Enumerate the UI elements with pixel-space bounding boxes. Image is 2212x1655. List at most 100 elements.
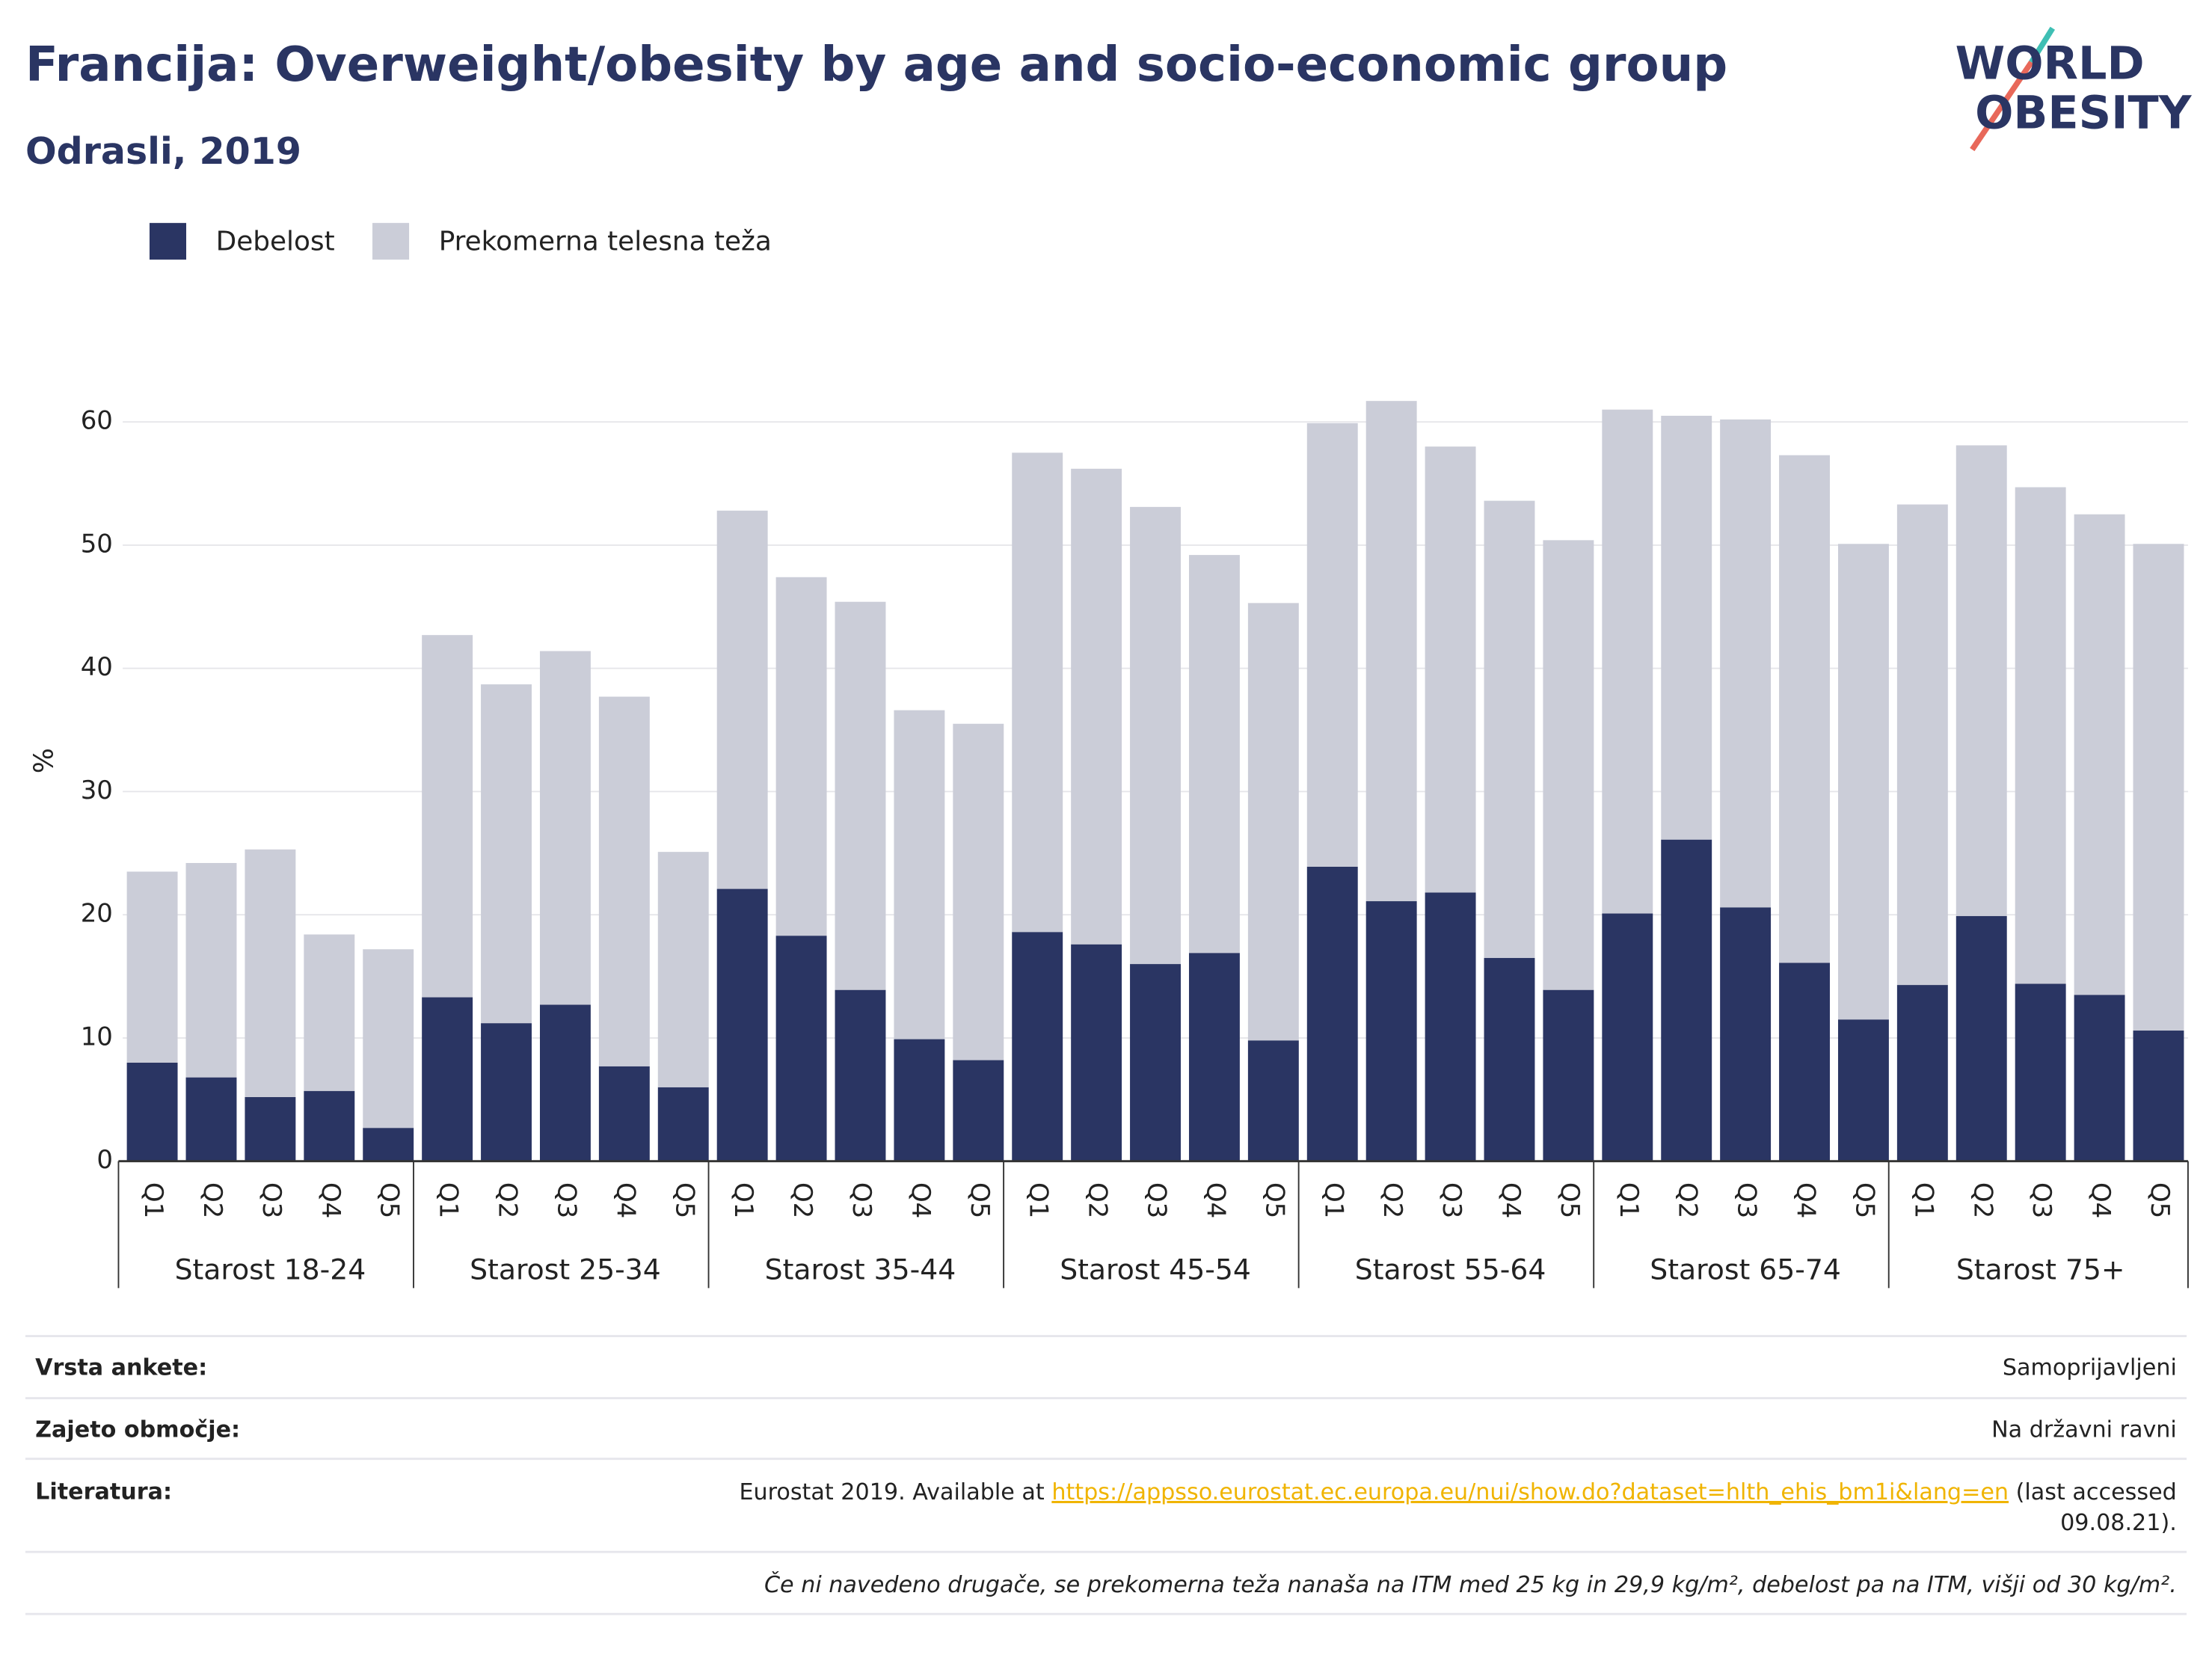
bar-segment [1837,1019,1889,1161]
bar-segment [775,936,827,1161]
footer-value: Samoprijavljeni [2003,1354,2177,1381]
bar-segment [481,684,532,1024]
x-tick-label: Q3 [1437,1182,1466,1218]
x-tick-label: Q5 [375,1182,405,1218]
bar-segment [1071,468,1122,945]
bar-segment [1012,932,1063,1161]
x-tick-label: Q3 [2027,1182,2056,1218]
bar-segment [422,635,473,998]
legend-label: Prekomerna telesna teža [439,227,772,257]
logo-text: WORLD [1956,37,2145,90]
group-label: Starost 75+ [1956,1253,2125,1286]
bar-segment [953,723,1004,1060]
logo-stripe [1970,60,2034,152]
x-tick-label: Q3 [1732,1182,1762,1218]
x-tick-label: Q1 [1318,1182,1348,1218]
group-label: Starost 25-34 [470,1253,661,1286]
bar-segment [1720,419,1772,908]
bar-segment [1071,944,1122,1161]
bar-segment [126,871,178,1063]
bar-segment [1130,506,1181,965]
x-tick-label: Q3 [847,1182,876,1218]
group-label: Starost 45-54 [1060,1253,1251,1286]
bar-segment [363,1128,414,1161]
footer-text: Eurostat 2019. Available at [739,1479,1051,1505]
footer-label: Vrsta ankete: [35,1354,207,1381]
footer-label: Literatura: [35,1479,172,1505]
bar-segment [363,949,414,1129]
bar-segment [775,577,827,936]
bar-segment [1188,953,1240,1161]
x-tick-label: Q2 [787,1182,817,1218]
bar-segment [1365,401,1417,902]
x-tick-label: Q3 [1142,1182,1172,1218]
x-tick-label: Q4 [2086,1182,2116,1218]
x-tick-label: Q3 [551,1182,581,1218]
bar-segment [1720,907,1772,1161]
logo-stripe [2029,26,2056,64]
x-tick-label: Q4 [610,1182,640,1218]
y-tick-label: 10 [81,1022,113,1051]
bar-segment [1602,913,1653,1161]
bar-segment [1956,915,2007,1161]
x-tick-label: Q5 [669,1182,699,1218]
bar-segment [835,601,886,990]
bar-segment [539,651,591,1005]
bar-segment [1306,423,1358,867]
bar-segment [481,1023,532,1161]
bar-segment [304,1090,355,1161]
x-tick-label: Q1 [434,1182,464,1218]
bar-segment [598,1066,650,1161]
bar-segment [1484,957,1535,1161]
bar-segment [185,1077,237,1161]
x-tick-label: Q4 [1791,1182,1821,1218]
bar-segment [1130,964,1181,1161]
x-tick-label: Q1 [138,1182,168,1218]
bar-segment [1425,892,1476,1161]
bar-segment [304,934,355,1091]
y-tick-label: 50 [81,529,113,559]
bar-segment [422,997,473,1161]
x-tick-label: Q2 [1673,1182,1703,1218]
x-tick-label: Q2 [493,1182,523,1218]
bar-segment [835,989,886,1161]
bar-segment [1543,989,1594,1161]
x-tick-label: Q2 [1083,1182,1113,1218]
x-tick-label: Q4 [1200,1182,1230,1218]
bar-segment [716,888,768,1161]
y-tick-label: 0 [96,1145,113,1175]
bar-segment [185,862,237,1078]
group-label: Starost 35-44 [765,1253,956,1286]
x-tick-label: Q1 [1614,1182,1644,1218]
footer-link[interactable]: https://appsso.eurostat.ec.europa.eu/nui… [1051,1479,2009,1505]
bar-segment [1779,962,1830,1161]
legend-swatch [149,223,187,260]
bar-segment [1896,504,1948,986]
x-tick-label: Q5 [1259,1182,1289,1218]
bar-segment [953,1060,1004,1161]
bar-segment [2133,1031,2184,1161]
bar-segment [1602,409,1653,914]
bar-segment [1306,866,1358,1161]
y-axis-label: % [28,748,59,773]
bar-segment [2015,983,2066,1161]
bar-segment [1247,1040,1299,1161]
bar-segment [1956,445,2007,916]
bar-segment [539,1004,591,1161]
bar-segment [245,1096,296,1161]
logo-text: OBESITY [1975,87,2193,139]
bar-segment [657,852,709,1087]
group-label: Starost 18-24 [175,1253,366,1286]
bar-segment [1837,544,1889,1020]
bar-segment [2015,487,2066,984]
bar-segment [1661,415,1712,840]
x-tick-label: Q4 [906,1182,936,1218]
x-tick-label: Q5 [1555,1182,1585,1218]
footer-note: Če ni navedeno drugače, se prekomerna te… [764,1570,2177,1598]
bar-segment [2074,514,2125,995]
x-tick-label: Q5 [965,1182,995,1218]
bar-segment [894,710,945,1040]
x-tick-label: Q4 [1496,1182,1526,1218]
y-tick-label: 40 [81,652,113,682]
bar-segment [1365,901,1417,1161]
